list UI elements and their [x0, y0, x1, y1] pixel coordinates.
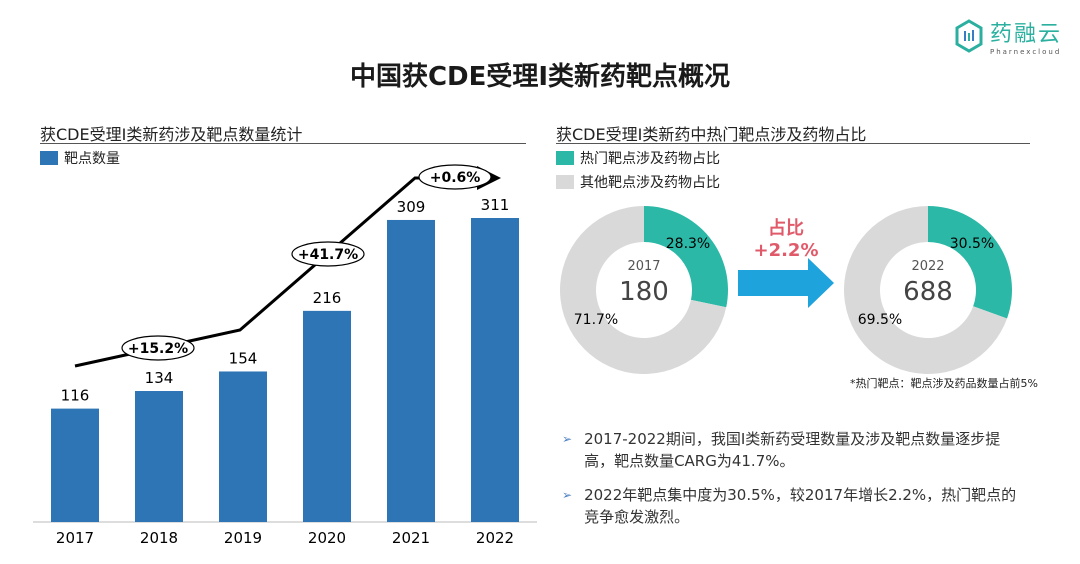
- bullet-2: ➢ 2022年靶点集中度为30.5%，较2017年增长2.2%，热门靶点的竞争愈发…: [562, 484, 1022, 528]
- page-title: 中国获CDE受理I类新药靶点概况: [349, 62, 731, 92]
- pie-slice-hot: [644, 206, 729, 308]
- arrow-value: +2.2%: [753, 240, 818, 261]
- legend-swatch: [556, 175, 574, 189]
- x-tick-label: 2019: [224, 529, 262, 547]
- pie-slice-other: [844, 206, 1008, 374]
- growth-label: +41.7%: [298, 247, 358, 263]
- x-tick-label: 2017: [56, 529, 94, 547]
- pie-center-value: 688: [903, 277, 953, 307]
- arrow-label: 占比: [768, 217, 804, 239]
- pie-legend-hot: 热门靶点涉及药物占比: [556, 148, 720, 168]
- bullet-1: ➢ 2017-2022期间，我国Ⅰ类新药受理数量及涉及靶点数量逐步提高，靶点数量C…: [562, 428, 1022, 472]
- right-divider: [556, 143, 1030, 144]
- bullet-text: 2022年靶点集中度为30.5%，较2017年增长2.2%，热门靶点的竞争愈发激…: [584, 486, 1017, 526]
- bar-value-label: 216: [313, 289, 342, 307]
- growth-label: +15.2%: [128, 341, 188, 357]
- growth-badge: [291, 241, 365, 267]
- growth-label: +0.6%: [430, 170, 481, 186]
- pie-center-year: 2017: [627, 259, 660, 274]
- bar: [135, 391, 183, 522]
- logo-sub: Pharnexcloud: [989, 48, 1062, 56]
- legend-swatch: [556, 151, 574, 165]
- x-tick-label: 2018: [140, 529, 178, 547]
- bar: [219, 371, 267, 522]
- right-heading: 获CDE受理I类新药中热门靶点涉及药物占比: [556, 125, 867, 144]
- bar: [387, 219, 435, 522]
- left-divider: [40, 143, 526, 144]
- bar-value-label: 311: [481, 196, 510, 214]
- bar: [303, 310, 351, 522]
- bar: [471, 218, 519, 522]
- x-tick-label: 2021: [392, 529, 430, 547]
- footnote: *热门靶点：靶点涉及药品数量占前5%: [850, 377, 1038, 390]
- bullet-text: 2017-2022期间，我国Ⅰ类新药受理数量及涉及靶点数量逐步提高，靶点数量CA…: [584, 430, 1001, 470]
- growth-badge: [418, 164, 492, 190]
- pie-slice-hot: [928, 206, 1012, 319]
- pie-other-label: 69.5%: [858, 312, 902, 328]
- x-tick-label: 2020: [308, 529, 346, 547]
- logo: 药融云 Pharnexcloud: [954, 16, 1062, 56]
- bullet-arrow-icon: ➢: [562, 432, 573, 446]
- legend-label: 其他靶点涉及药物占比: [580, 175, 720, 191]
- bar-legend: 靶点数量: [40, 148, 120, 168]
- bullet-arrow-icon: ➢: [562, 488, 573, 502]
- legend-label: 热门靶点涉及药物占比: [580, 151, 720, 167]
- logo-hex-icon: [955, 19, 983, 53]
- increase-arrow-icon: [738, 258, 834, 308]
- pie-legend-other: 其他靶点涉及药物占比: [556, 172, 720, 192]
- bar-value-label: 134: [145, 369, 174, 387]
- legend-label: 靶点数量: [64, 151, 120, 167]
- legend-swatch: [40, 151, 58, 165]
- bar-value-label: 116: [61, 387, 90, 405]
- pie-hot-label: 30.5%: [950, 236, 994, 252]
- pie-other-label: 71.7%: [574, 312, 618, 328]
- logo-name: 药融云: [989, 22, 1062, 47]
- pie-slice-other: [559, 206, 727, 374]
- bar-value-label: 309: [397, 198, 426, 216]
- pie-center-year: 2022: [911, 259, 944, 274]
- pie-hot-label: 28.3%: [666, 236, 710, 252]
- bar-value-label: 154: [229, 349, 258, 367]
- pie-center-value: 180: [619, 277, 669, 307]
- growth-badge: [121, 335, 195, 361]
- left-heading: 获CDE受理I类新药涉及靶点数量统计: [40, 125, 303, 144]
- x-tick-label: 2022: [476, 529, 514, 547]
- bar: [51, 408, 99, 522]
